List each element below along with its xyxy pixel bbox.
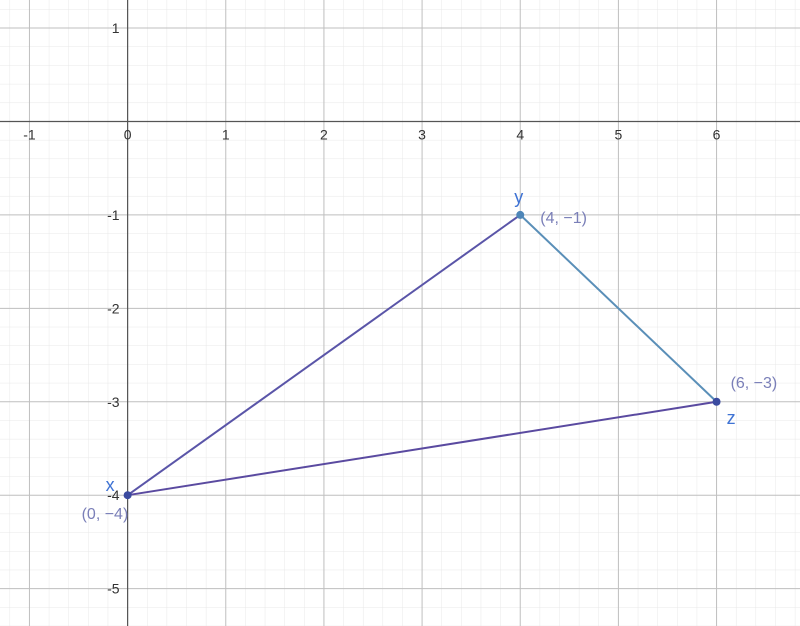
point-label-y: y (514, 187, 523, 207)
svg-text:-5: -5 (107, 581, 120, 597)
svg-text:1: 1 (222, 126, 230, 142)
point-z (713, 398, 721, 406)
svg-text:4: 4 (516, 126, 524, 142)
point-coord-y: (4, −1) (540, 210, 587, 227)
point-x (124, 491, 132, 499)
point-y (516, 211, 524, 219)
svg-text:5: 5 (615, 126, 623, 142)
svg-text:-1: -1 (107, 207, 120, 223)
svg-text:-3: -3 (107, 394, 120, 410)
svg-text:1: 1 (112, 20, 120, 36)
svg-text:6: 6 (713, 126, 721, 142)
svg-text:-2: -2 (107, 300, 120, 316)
point-label-z: z (727, 408, 736, 428)
point-coord-z: (6, −3) (731, 375, 778, 392)
svg-text:-1: -1 (23, 126, 36, 142)
svg-text:3: 3 (418, 126, 426, 142)
point-label-x: x (106, 475, 115, 495)
point-coord-x: (0, −4) (82, 506, 129, 523)
svg-text:2: 2 (320, 126, 328, 142)
svg-text:0: 0 (124, 126, 132, 142)
coordinate-chart: -10123456-5-4-3-2-11x(0, −4)y(4, −1)z(6,… (0, 0, 800, 626)
